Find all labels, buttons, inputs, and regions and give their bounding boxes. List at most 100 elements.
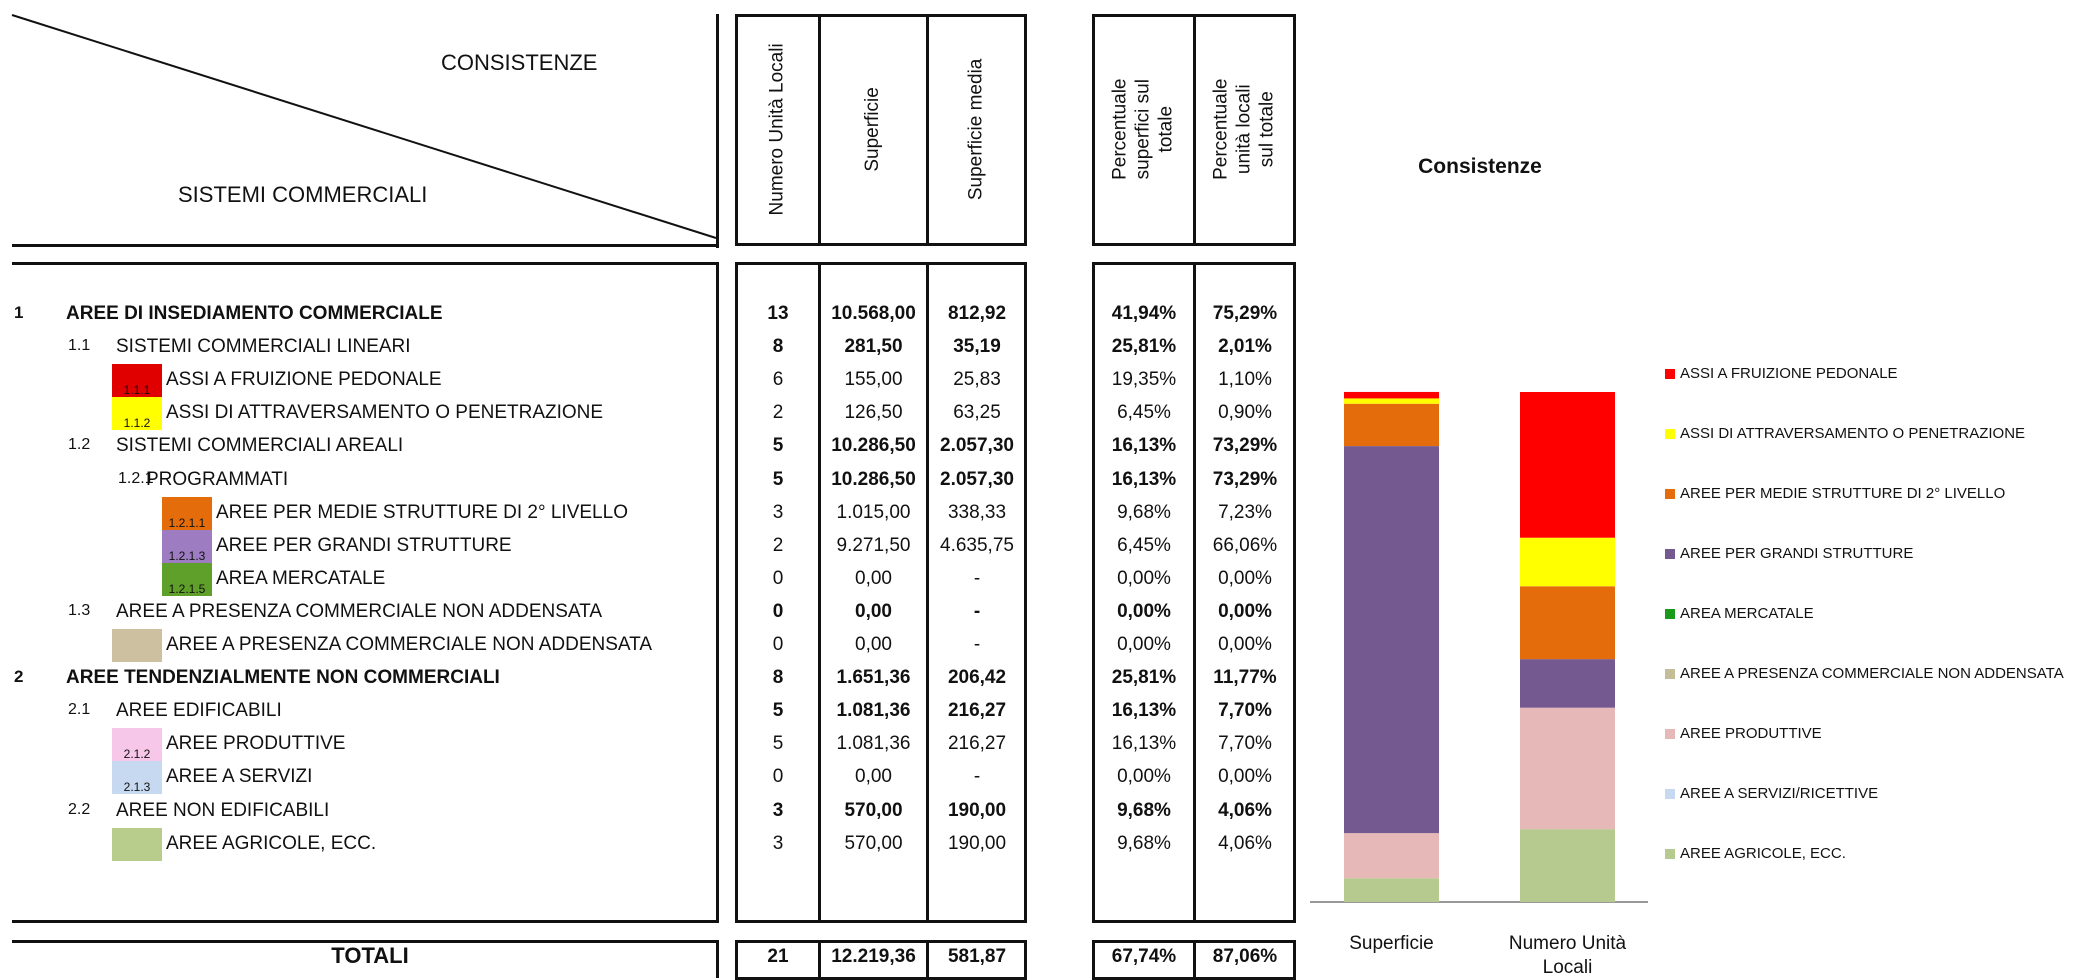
bar-segment bbox=[1520, 659, 1615, 708]
legend-item: AREE PER MEDIE STRUTTURE DI 2° LIVELLO bbox=[1665, 485, 2005, 502]
table-row: 2 AREE TENDENZIALMENTE NON COMMERCIALI 8 1.… bbox=[0, 662, 1300, 695]
row-value: 9,68% bbox=[1117, 832, 1171, 854]
bar-segment bbox=[1520, 707, 1615, 830]
row-value: 0,00% bbox=[1117, 600, 1171, 622]
row-value: 5 bbox=[772, 733, 784, 755]
body-box-1 bbox=[735, 262, 1027, 923]
legend-item: AREE A SERVIZI/RICETTIVE bbox=[1665, 785, 1878, 802]
divider bbox=[818, 940, 821, 978]
row-code: 1.2.1 bbox=[118, 469, 154, 487]
row-value: 11,77% bbox=[1213, 667, 1277, 689]
row-value: 0,00% bbox=[1218, 567, 1272, 589]
col-header-units: Numero Unità Locali bbox=[766, 42, 788, 216]
row-value: 0 bbox=[772, 600, 784, 622]
divider bbox=[926, 940, 929, 978]
legend-key bbox=[1665, 428, 1675, 439]
row-color-swatch: 1.2.1.5 bbox=[162, 562, 212, 596]
table-row: 1.2.1 PROGRAMMATI 5 10.286,50 2.057,30 16,13%… bbox=[0, 464, 1300, 497]
consistenze-label: CONSISTENZE bbox=[441, 50, 598, 75]
legend-item: AREE PRODUTTIVE bbox=[1665, 725, 1822, 742]
header-box-1 bbox=[735, 14, 1027, 246]
row-label: AREE NON EDIFICABILI bbox=[116, 799, 330, 821]
table-row: AREE A PRESENZA COMMERCIALE NON ADDENSAT… bbox=[0, 629, 1300, 662]
chart-title: Consistenze bbox=[1418, 155, 1542, 178]
totals-label: TOTALI bbox=[331, 943, 409, 968]
col-header-perc-unita: Percentuale unità locali sul totale bbox=[1210, 78, 1278, 180]
row-value: 7,23% bbox=[1218, 501, 1272, 523]
bar-segment bbox=[1520, 392, 1615, 538]
row-value: 190,00 bbox=[947, 799, 1007, 821]
row-label: AREE PER MEDIE STRUTTURE DI 2° LIVELLO bbox=[216, 501, 628, 523]
table-row: AREE AGRICOLE, ECC. 3 570,00 190,00 9,68% 4,0… bbox=[0, 827, 1300, 861]
table-row: 2.1.3 AREE A SERVIZI 0 0,00 - 0,00% 0,00% bbox=[0, 761, 1300, 795]
legend-item: AREE A PRESENZA COMMERCIALE NON ADDENSAT… bbox=[1665, 665, 2064, 682]
table-row: 1.1 SISTEMI COMMERCIALI LINEARI 8 281,50 35,… bbox=[0, 331, 1300, 364]
row-code: 1.2 bbox=[68, 436, 91, 454]
table-row: 1.2.1.3 AREE PER GRANDI STRUTTURE 2 9.271,5… bbox=[0, 529, 1300, 563]
row-value: 0 bbox=[772, 567, 784, 589]
row-label: AREE PER GRANDI STRUTTURE bbox=[216, 534, 512, 556]
row-value: 8 bbox=[772, 667, 784, 689]
row-value: 16,13% bbox=[1111, 733, 1177, 755]
bar-segment bbox=[1520, 829, 1615, 902]
header-diagonal bbox=[11, 14, 717, 239]
legend-item: ASSI DI ATTRAVERSAMENTO O PENETRAZIONE bbox=[1665, 425, 2025, 442]
row-value: 2.057,30 bbox=[940, 435, 1014, 457]
row-value: 0,00% bbox=[1218, 766, 1272, 788]
divider bbox=[1193, 14, 1196, 246]
row-value: 6,45% bbox=[1117, 534, 1171, 556]
legend-key bbox=[1665, 608, 1675, 619]
stacked-bar-chart bbox=[1310, 391, 1648, 903]
bar-segment bbox=[1344, 398, 1439, 404]
row-label: AREE EDIFICABILI bbox=[116, 700, 282, 722]
row-value: 1.651,36 bbox=[836, 667, 911, 689]
bar-segment bbox=[1344, 833, 1439, 879]
table-row: 1.1.2 ASSI DI ATTRAVERSAMENTO O PENETRAZI… bbox=[0, 397, 1300, 431]
row-color-swatch: 2.1.2 bbox=[112, 728, 162, 762]
row-value: 25,81% bbox=[1111, 336, 1177, 358]
legend-label: AREE PRODUTTIVE bbox=[1680, 725, 1822, 742]
row-value: 63,25 bbox=[953, 402, 1001, 424]
legend-key bbox=[1665, 848, 1675, 859]
row-value: 10.568,00 bbox=[831, 303, 916, 324]
row-value: - bbox=[973, 600, 981, 622]
table-row: 1.3 AREE A PRESENZA COMMERCIALE NON ADDEN… bbox=[0, 596, 1300, 629]
divider bbox=[818, 14, 821, 246]
row-value: 6 bbox=[772, 369, 784, 391]
row-code: 2.1 bbox=[68, 701, 91, 719]
totals-superficie-media: 581,87 bbox=[947, 946, 1007, 967]
row-value: 9,68% bbox=[1117, 501, 1171, 523]
table-row: 1.1.1 ASSI A FRUIZIONE PEDONALE 6 155,00 25,… bbox=[0, 364, 1300, 398]
row-label: SISTEMI COMMERCIALI AREALI bbox=[116, 435, 404, 457]
legend-key bbox=[1665, 488, 1675, 499]
divider bbox=[926, 14, 929, 246]
row-value: 16,13% bbox=[1111, 700, 1177, 722]
row-color-swatch bbox=[112, 629, 162, 662]
row-value: 812,92 bbox=[947, 303, 1007, 324]
row-value: - bbox=[973, 766, 981, 788]
row-value: 570,00 bbox=[844, 832, 903, 854]
row-label: PROGRAMMATI bbox=[146, 468, 289, 490]
row-value: 0,00% bbox=[1117, 766, 1171, 788]
row-value: 10.286,50 bbox=[831, 468, 916, 490]
row-value: 0,00% bbox=[1117, 567, 1171, 589]
row-label: SISTEMI COMMERCIALI LINEARI bbox=[116, 336, 411, 358]
row-value: 7,70% bbox=[1218, 700, 1272, 722]
row-code: 2 bbox=[14, 667, 24, 687]
row-value: 0,00 bbox=[855, 567, 892, 589]
col-header-perc-superfici: Percentuale superfici sul totale bbox=[1109, 78, 1177, 180]
body-bottom-rule bbox=[12, 920, 718, 923]
legend-label: AREA MERCATALE bbox=[1680, 605, 1814, 622]
row-label: ASSI A FRUIZIONE PEDONALE bbox=[166, 369, 442, 391]
row-value: 25,81% bbox=[1111, 667, 1177, 689]
legend-label: AREE A PRESENZA COMMERCIALE NON ADDENSAT… bbox=[1680, 665, 2064, 682]
divider bbox=[818, 262, 821, 923]
row-value: 10.286,50 bbox=[831, 435, 916, 457]
legend-label: AREE AGRICOLE, ECC. bbox=[1680, 845, 1846, 862]
row-value: 25,83 bbox=[953, 369, 1001, 391]
row-value: 0,00 bbox=[855, 766, 892, 788]
row-value: - bbox=[973, 567, 981, 589]
row-value: 190,00 bbox=[947, 832, 1007, 854]
swatch-code: 1.2.1.3 bbox=[168, 548, 206, 563]
row-label: AREE A PRESENZA COMMERCIALE NON ADDENSAT… bbox=[116, 600, 603, 622]
